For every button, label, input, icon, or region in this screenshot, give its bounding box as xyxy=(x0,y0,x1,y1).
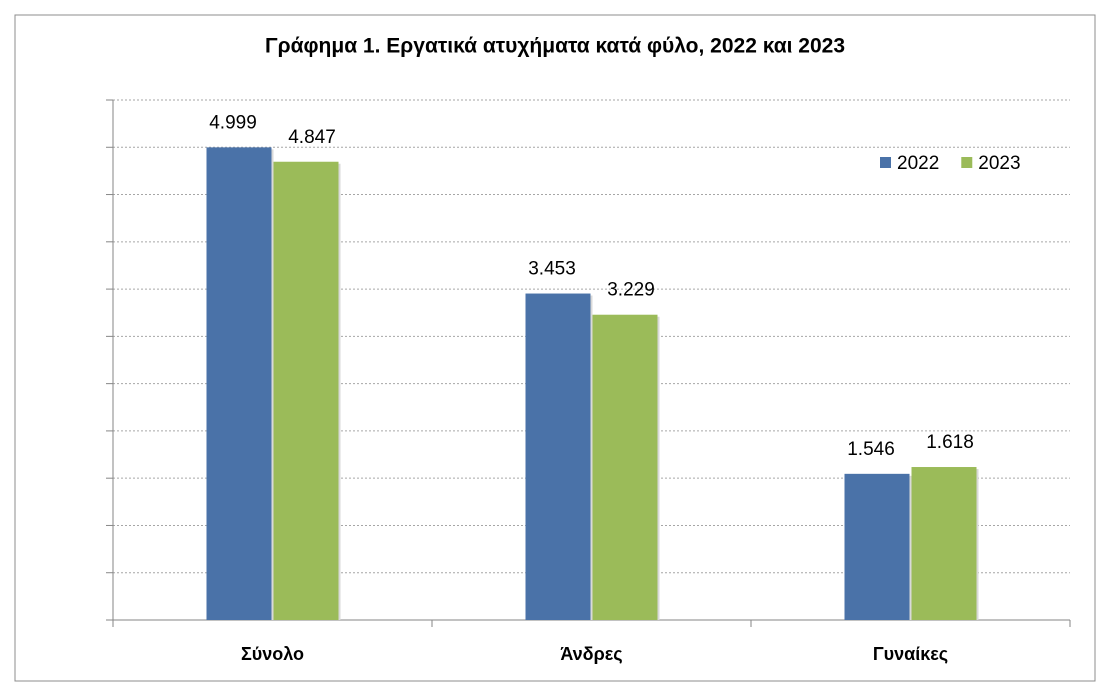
x-tick-label: Άνδρες xyxy=(560,644,622,664)
legend-label: 2023 xyxy=(978,153,1020,174)
bar xyxy=(206,147,272,620)
data-label: 3.453 xyxy=(528,259,576,280)
bar xyxy=(525,293,591,620)
bar xyxy=(273,161,339,621)
data-label: 4.999 xyxy=(209,112,257,133)
data-label: 3.229 xyxy=(607,280,655,301)
bar xyxy=(592,314,658,620)
bar xyxy=(911,467,977,620)
data-label: 1.618 xyxy=(926,432,974,453)
x-tick-label: Σύνολο xyxy=(241,644,304,664)
data-label: 4.847 xyxy=(288,127,336,148)
chart-title: Γράφημα 1. Εργατικά ατυχήματα κατά φύλο,… xyxy=(265,35,845,58)
bar xyxy=(844,473,910,620)
data-label: 1.546 xyxy=(847,439,895,460)
legend-label: 2022 xyxy=(897,153,939,174)
x-tick-label: Γυναίκες xyxy=(873,644,948,664)
legend-swatch xyxy=(961,157,973,168)
legend-swatch xyxy=(880,157,891,168)
